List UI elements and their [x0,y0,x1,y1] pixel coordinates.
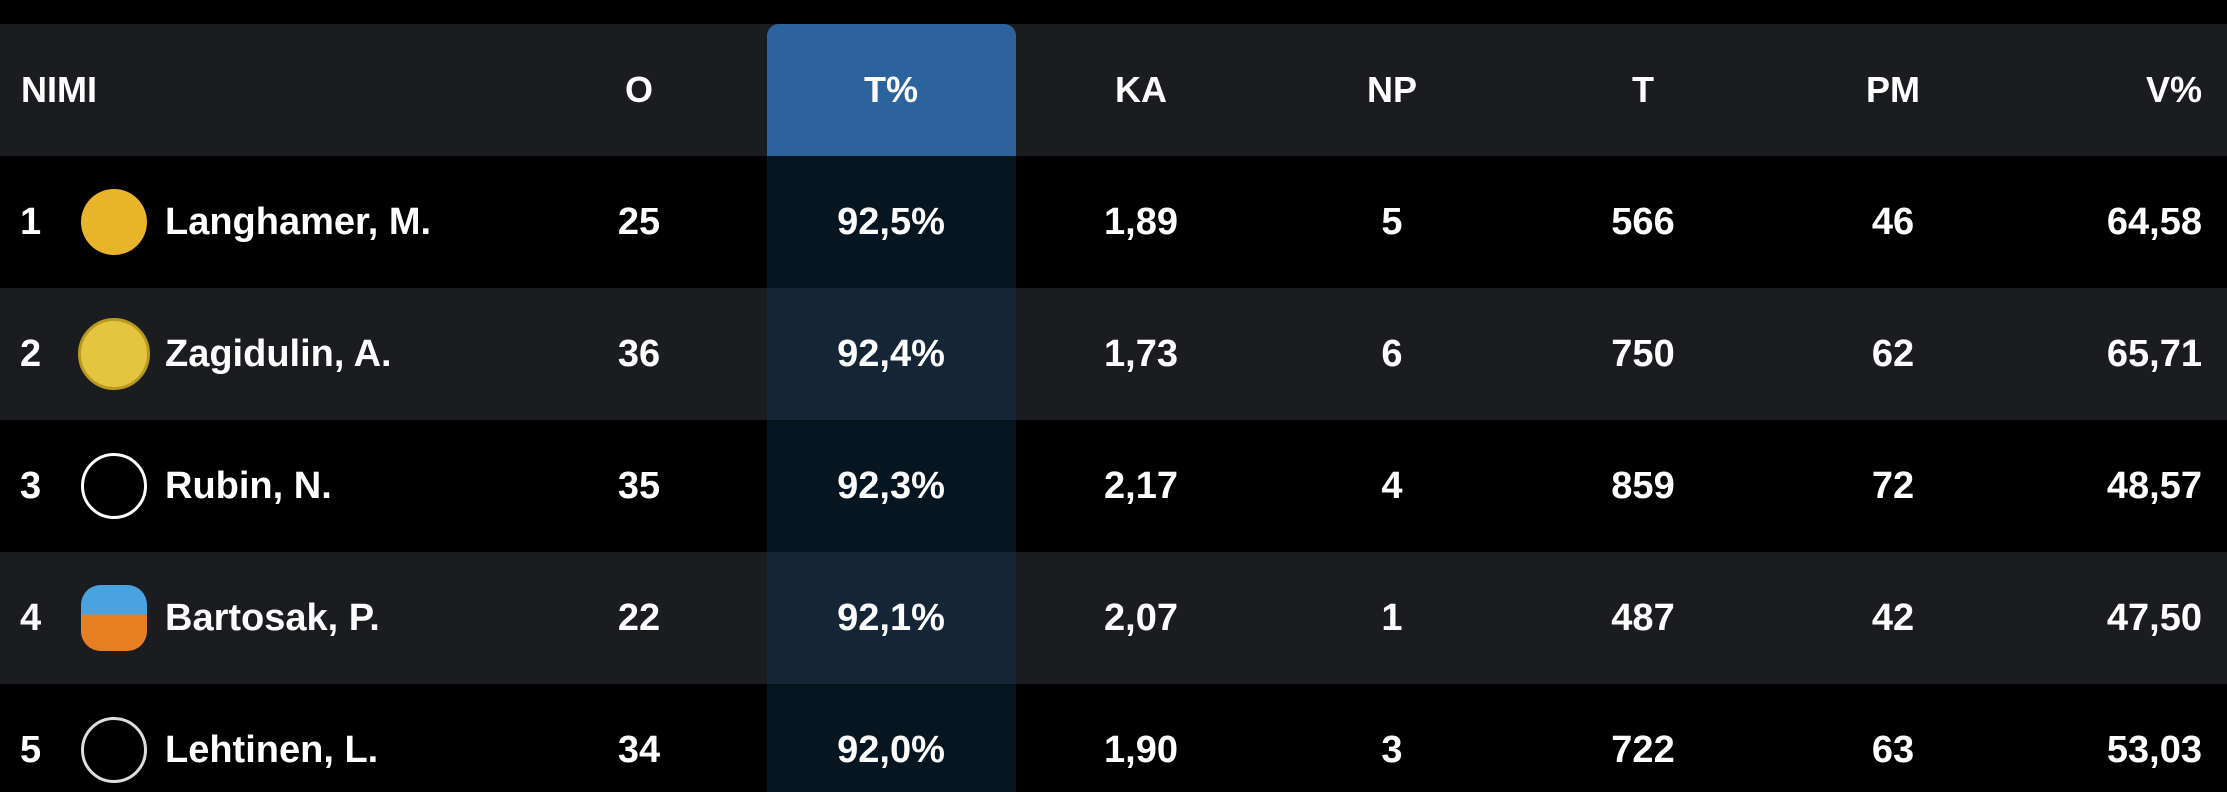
stat-value: 750 [1611,333,1675,375]
highlight-cell [767,288,1016,420]
team-logo [78,318,150,390]
player-name: Langhamer, M. [165,201,432,243]
column-header: NP [1366,69,1418,110]
rank: 5 [20,729,42,771]
highlight-cell [767,684,1016,792]
stat-value: 47,50 [2106,597,2202,639]
stat-value: 62 [1871,333,1915,375]
table-row [0,288,2227,420]
stat-value: 859 [1611,465,1675,507]
column-header: PM [1866,69,1920,110]
stat-value: 6 [1381,333,1403,375]
stat-value: 4 [1381,465,1403,507]
team-logo [81,717,147,783]
team-logo [81,453,147,519]
table-row [0,420,2227,552]
sort-header [767,24,1016,156]
stat-value: 92,1% [837,597,945,639]
column-header: T [1632,69,1654,110]
rank: 4 [20,597,42,639]
stat-value: 5 [1381,201,1403,243]
table-row [0,552,2227,684]
stat-value: 2,17 [1104,465,1178,507]
stat-value: 34 [617,729,661,771]
table-row [0,156,2227,288]
team-logo [81,189,147,255]
stat-value: 36 [617,333,661,375]
rank: 3 [20,465,42,507]
highlight-cell [767,420,1016,552]
stat-value: 3 [1381,729,1403,771]
column-header: V% [2145,69,2202,110]
stat-value: 1,89 [1104,201,1178,243]
stat-value: 25 [617,201,661,243]
stat-value: 72 [1871,465,1915,507]
stat-value: 42 [1871,597,1915,639]
stat-value: 53,03 [2106,729,2202,771]
player-name: Zagidulin, A. [165,333,392,375]
stat-value: 35 [617,465,661,507]
stat-value: 63 [1871,729,1915,771]
column-header: O [624,69,654,110]
player-name: Rubin, N. [165,465,332,507]
player-name: Lehtinen, L. [165,729,379,771]
stat-value: 2,07 [1104,597,1178,639]
highlight-cell [767,552,1016,684]
table-row [0,684,2227,792]
stat-value: 64,58 [2106,201,2202,243]
stat-value: 1,73 [1104,333,1178,375]
rank: 2 [20,333,42,375]
stat-value: 46 [1871,201,1915,243]
stat-value: 92,4% [837,333,945,375]
stat-value: 92,0% [837,729,945,771]
player-name: Bartosak, P. [165,597,380,639]
column-header: NIMI [21,69,97,110]
stat-value: 1 [1381,597,1403,639]
stat-value: 566 [1611,201,1675,243]
stat-value: 48,57 [2106,465,2202,507]
highlight-cell [767,156,1016,288]
stat-value: 65,71 [2106,333,2202,375]
column-header: KA [1115,69,1167,110]
stat-value: 22 [617,597,661,639]
stat-value: 722 [1611,729,1675,771]
rank: 1 [20,201,42,243]
stat-value: 92,3% [837,465,945,507]
column-header: T% [864,69,918,110]
stat-value: 487 [1611,597,1675,639]
stat-value: 92,5% [837,201,945,243]
stat-value: 1,90 [1104,729,1178,771]
team-logo [81,585,147,651]
header-bar [0,24,2227,156]
